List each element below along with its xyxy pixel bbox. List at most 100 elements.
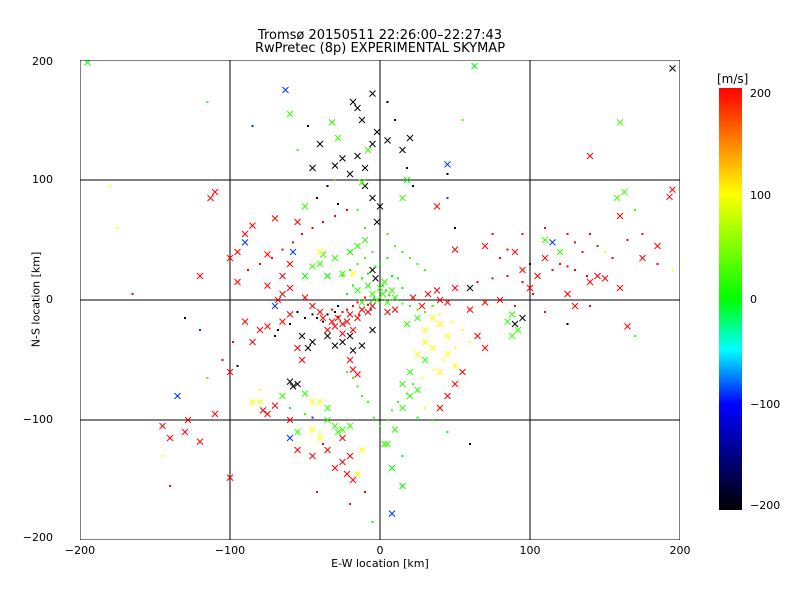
scatter-point-cross	[373, 218, 381, 226]
scatter-point-cross	[346, 311, 354, 318]
scatter-point-cross	[639, 254, 646, 262]
scatter-point-cross	[343, 318, 351, 325]
scatter-point-cross	[481, 344, 489, 352]
scatter-point-cross	[372, 275, 379, 282]
scatter-point-cross	[264, 410, 271, 418]
scatter-point-cross	[316, 434, 324, 442]
scatter-point-dot	[433, 368, 435, 371]
scatter-point-dot	[341, 311, 344, 313]
scatter-point-dot	[361, 277, 363, 280]
scatter-point-dot	[370, 308, 372, 311]
scatter-point-cross	[429, 344, 436, 352]
scatter-point-dot	[346, 209, 348, 211]
scatter-point-cross	[286, 110, 294, 118]
scatter-point-dot	[446, 197, 449, 199]
x-tick-label: 0	[376, 544, 384, 557]
scatter-point-cross	[436, 404, 444, 412]
scatter-point-cross	[444, 392, 451, 400]
scatter-point-cross	[399, 404, 406, 412]
scatter-point-dot	[431, 305, 434, 307]
scatter-point-dot	[514, 305, 516, 307]
scatter-point-cross	[354, 287, 361, 294]
scatter-point-cross	[414, 314, 421, 322]
scatter-point-dot	[326, 185, 329, 187]
scatter-point-cross	[196, 272, 204, 280]
scatter-point-cross	[451, 362, 459, 370]
scatter-point-cross	[504, 318, 511, 325]
scatter-point-cross	[294, 218, 301, 226]
scatter-point-cross	[301, 203, 309, 210]
scatter-point-cross	[324, 404, 331, 412]
scatter-point-dot	[206, 101, 209, 103]
scatter-point-cross	[309, 398, 316, 406]
scatter-point-dot	[322, 320, 324, 323]
scatter-point-cross	[534, 272, 541, 280]
scatter-point-cross	[621, 188, 628, 196]
scatter-point-cross	[616, 119, 624, 126]
scatter-point-dot	[356, 209, 359, 211]
scatter-point-dot	[397, 277, 399, 280]
scatter-point-cross	[279, 392, 286, 400]
scatter-point-cross	[388, 464, 396, 472]
scatter-point-dot	[412, 185, 414, 187]
scatter-point-cross	[84, 60, 91, 66]
scatter-point-cross	[328, 119, 336, 126]
scatter-point-cross	[511, 320, 519, 328]
scatter-point-cross	[361, 164, 369, 172]
scatter-point-cross	[364, 282, 372, 289]
scatter-point-dot	[641, 233, 644, 235]
scatter-point-cross	[624, 323, 631, 330]
scatter-point-dot	[281, 248, 284, 251]
scatter-point-dot	[521, 233, 524, 235]
scatter-point-cross	[174, 392, 181, 400]
scatter-point-cross	[324, 332, 331, 340]
scatter-point-dot	[469, 443, 471, 445]
scatter-point-cross	[274, 296, 282, 304]
scatter-point-cross	[354, 152, 361, 160]
scatter-point-dot	[611, 257, 614, 259]
scatter-point-cross	[159, 422, 166, 430]
scatter-point-dot	[374, 265, 377, 268]
scatter-point-cross	[294, 446, 301, 454]
scatter-point-dot	[586, 275, 588, 277]
scatter-point-cross	[601, 275, 609, 282]
scatter-point-cross	[541, 254, 549, 262]
scatter-point-cross	[331, 422, 339, 430]
scatter-point-cross	[294, 344, 301, 352]
scatter-point-cross	[508, 311, 516, 318]
scatter-point-dot	[581, 251, 584, 253]
scatter-point-cross	[339, 270, 346, 277]
scatter-point-cross	[384, 308, 391, 316]
scatter-point-dot	[559, 263, 561, 265]
scatter-point-dot	[259, 263, 261, 265]
scatter-point-cross	[421, 338, 429, 346]
scatter-point-dot	[476, 281, 479, 283]
scatter-point-cross	[433, 287, 441, 294]
scatter-point-cross	[324, 446, 331, 454]
scatter-point-cross	[309, 452, 316, 460]
scatter-point-cross	[391, 306, 399, 313]
scatter-point-cross	[436, 320, 444, 328]
scatter-point-cross	[331, 162, 339, 169]
scatter-point-dot	[232, 341, 234, 343]
scatter-point-cross	[181, 428, 189, 436]
scatter-point-dot	[322, 443, 324, 445]
scatter-point-dot	[439, 313, 441, 316]
scatter-point-cross	[249, 222, 256, 229]
scatter-point-cross	[316, 140, 324, 148]
scatter-point-dot	[349, 503, 351, 505]
scatter-point-cross	[343, 470, 351, 478]
scatter-point-cross	[346, 170, 354, 178]
scatter-point-cross	[373, 128, 381, 136]
scatter-point-dot	[454, 227, 456, 229]
scatter-points	[84, 60, 676, 523]
scatter-point-cross	[294, 428, 301, 436]
scatter-point-cross	[466, 306, 474, 313]
scatter-point-dot	[364, 257, 366, 259]
scatter-point-cross	[301, 294, 309, 301]
scatter-point-cross	[399, 194, 406, 202]
scatter-point-cross	[354, 314, 361, 322]
scatter-point-dot	[289, 323, 291, 325]
scatter-point-cross	[319, 314, 327, 322]
scatter-point-dot	[544, 311, 546, 313]
